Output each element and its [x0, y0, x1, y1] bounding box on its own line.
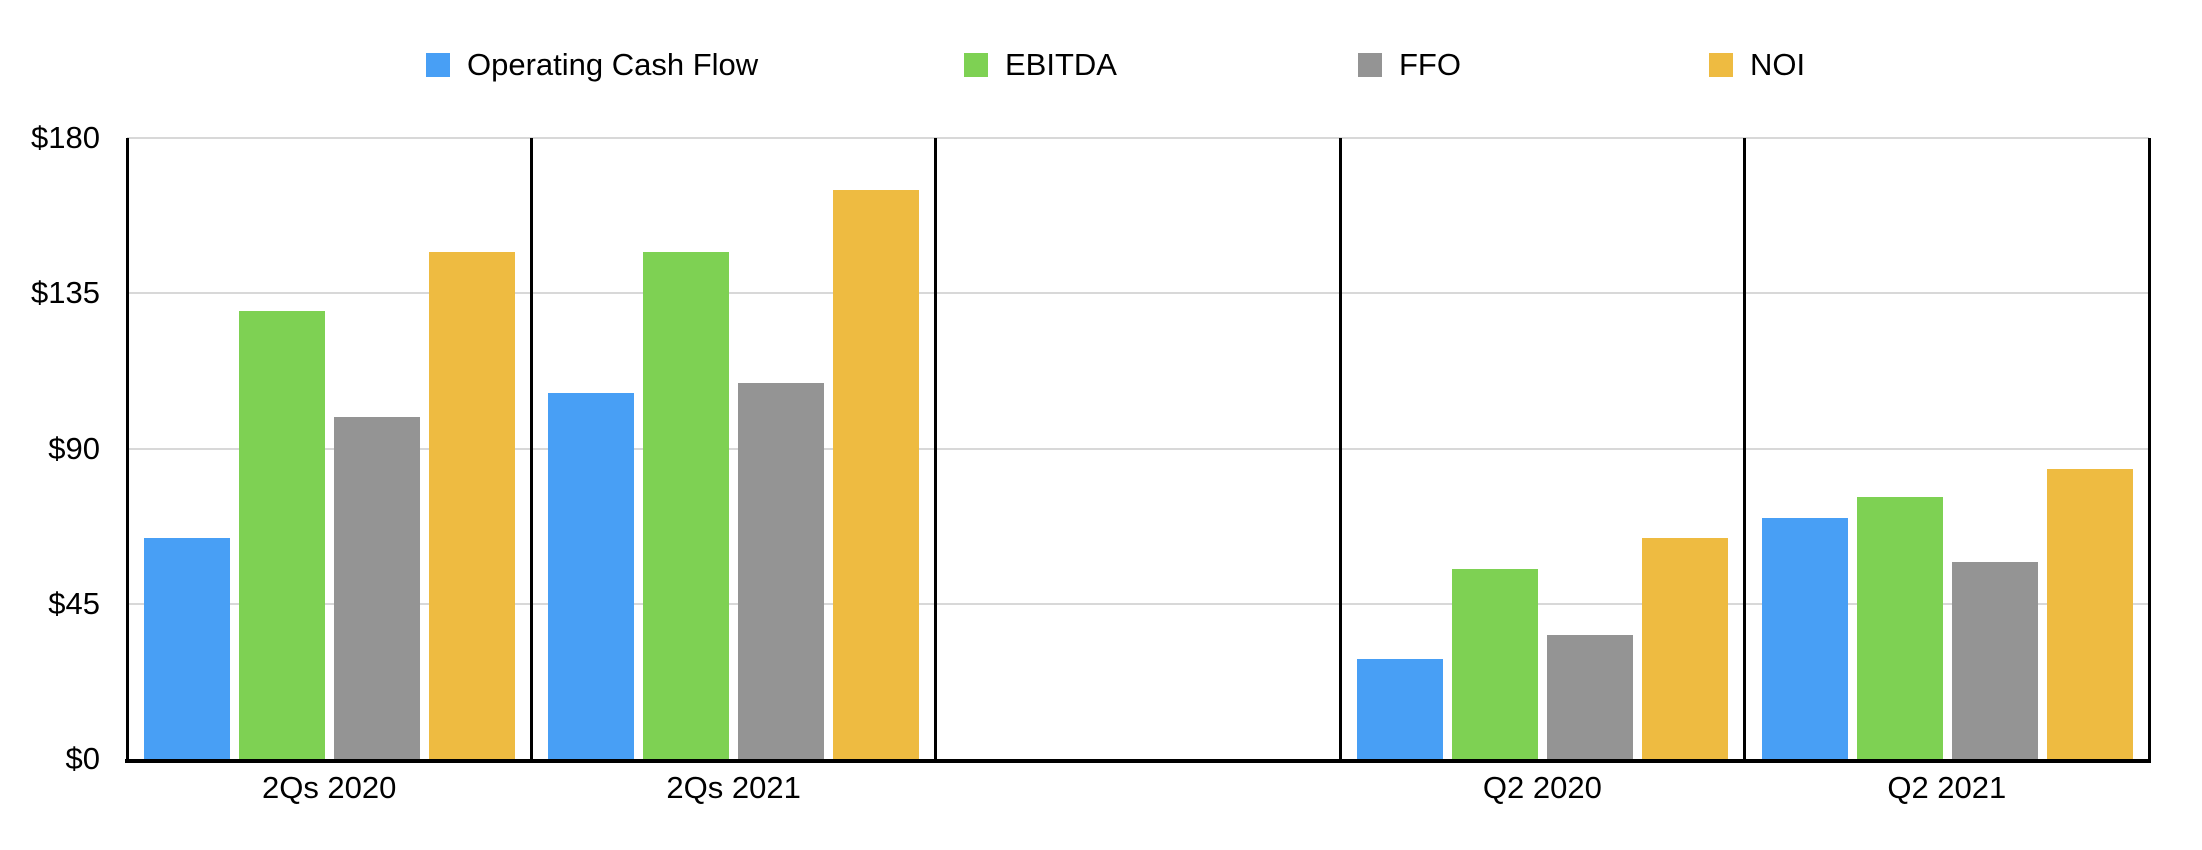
bar-2qs-2020-operating-cash-flow: [144, 538, 230, 759]
legend-swatch-ebitda-icon: [964, 53, 988, 77]
panel-divider-2: [934, 138, 938, 763]
legend-swatch-operating-cash-flow-icon: [426, 53, 450, 77]
bar-2qs-2021-ebitda: [643, 251, 730, 759]
bar-q2-2021-ffo: [1951, 562, 2038, 759]
legend-item-noi: NOI: [1709, 47, 1806, 82]
legend-swatch-noi-icon: [1709, 53, 1733, 77]
y-axis-line: [125, 138, 129, 763]
y-tick-135: $135: [31, 275, 100, 311]
legend-swatch-ffo-icon: [1358, 53, 1382, 77]
gridline-45: [127, 602, 2149, 605]
panel-divider-3: [1338, 138, 1342, 763]
legend-item-ffo: FFO: [1358, 47, 1461, 82]
panel-divider-1: [529, 138, 533, 763]
bar-2qs-2021-noi: [833, 189, 920, 759]
x-label-q2-2021: Q2 2021: [1887, 770, 2007, 805]
legend-item-operating-cash-flow: Operating Cash Flow: [426, 47, 759, 82]
bar-2qs-2020-ebitda: [239, 310, 325, 759]
x-label-2qs-2020: 2Qs 2020: [261, 770, 397, 805]
legend-label-ebitda: EBITDA: [1005, 47, 1117, 82]
gridline-180: [127, 137, 2149, 139]
bar-q2-2021-noi: [2046, 469, 2133, 759]
gridline-135: [127, 292, 2149, 295]
bar-q2-2020-ffo: [1547, 634, 1634, 759]
y-tick-180: $180: [31, 120, 100, 155]
bar-q2-2020-operating-cash-flow: [1357, 658, 1444, 759]
legend-label-ffo: FFO: [1399, 47, 1461, 82]
bar-2qs-2020-ffo: [334, 417, 420, 759]
plot-right-border: [2147, 138, 2151, 763]
x-label-q2-2020: Q2 2020: [1482, 770, 1602, 805]
bar-q2-2021-ebitda: [1856, 496, 1943, 759]
legend-label-noi: NOI: [1750, 47, 1806, 82]
y-tick-0: $0: [65, 741, 100, 776]
bar-q2-2021-operating-cash-flow: [1761, 517, 1848, 759]
bar-2qs-2021-ffo: [738, 382, 825, 759]
bar-2qs-2020-noi: [429, 251, 515, 759]
x-axis-line: [125, 759, 2151, 763]
legend-item-ebitda: EBITDA: [964, 47, 1117, 82]
x-label-2qs-2021: 2Qs 2021: [666, 770, 801, 805]
panel-divider-4: [1743, 138, 1747, 763]
y-tick-45: $45: [48, 585, 100, 621]
y-tick-90: $90: [48, 430, 100, 466]
gridline-90: [127, 447, 2149, 450]
bar-q2-2020-noi: [1642, 538, 1729, 759]
legend-label-operating-cash-flow: Operating Cash Flow: [467, 47, 759, 82]
bar-2qs-2021-operating-cash-flow: [548, 393, 635, 759]
bar-q2-2020-ebitda: [1452, 569, 1539, 759]
